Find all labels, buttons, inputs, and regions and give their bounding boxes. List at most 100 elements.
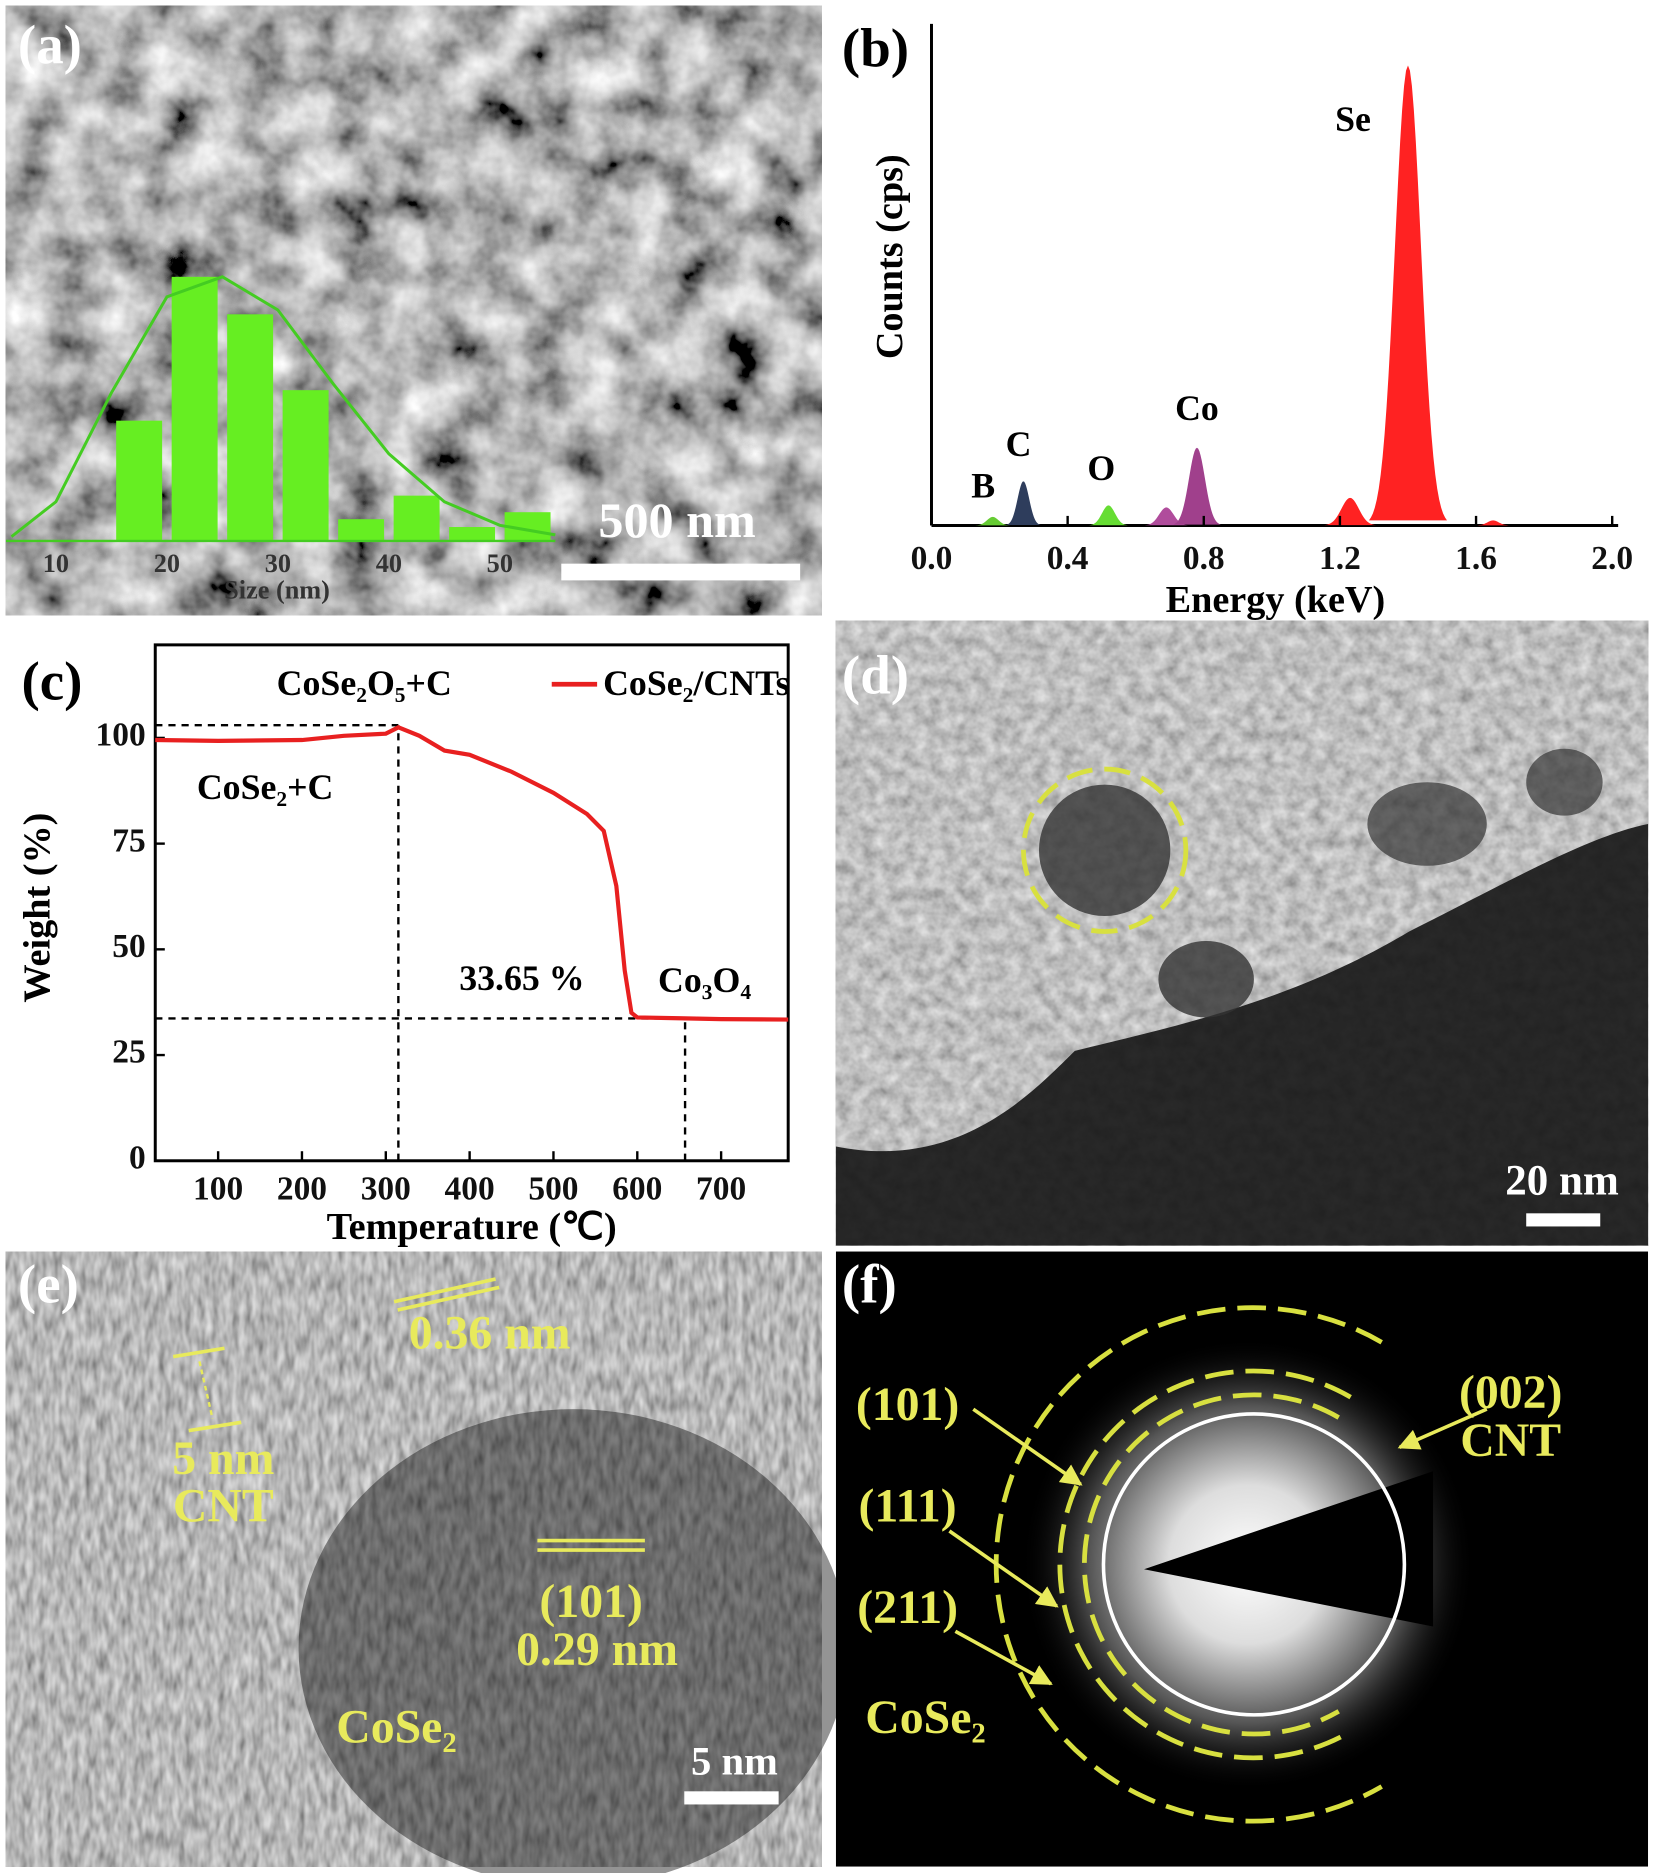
annotation: (111) — [859, 1480, 957, 1533]
annotation: 5 nm — [172, 1432, 274, 1485]
arrow — [948, 1529, 1059, 1608]
annotation: Co₃O₄ — [658, 960, 751, 1000]
x-tick-label: 20 — [154, 549, 180, 578]
scale-bar — [684, 1791, 779, 1805]
x-tick-label: 0.0 — [911, 540, 953, 577]
fit-curve — [10, 275, 556, 538]
peak-label: Co — [1175, 388, 1219, 428]
wall-mark — [188, 1420, 242, 1433]
annotation: CoSe₂ — [336, 1701, 456, 1754]
annotation: (101) — [539, 1575, 642, 1628]
y-tick-label: 75 — [112, 822, 145, 859]
x-tick-label: 10 — [43, 549, 69, 578]
x-tick-label: 1.2 — [1319, 540, 1361, 577]
annotation: (002) — [1459, 1366, 1562, 1419]
x-tick-label: 300 — [361, 1170, 411, 1207]
panel-e: 0.36 nm 5 nm CNT (101) 0.29 nm CoSe₂ 5 n… — [5, 1251, 848, 1873]
beam-stop — [1144, 1471, 1434, 1627]
bar — [338, 519, 385, 541]
peak — [1475, 520, 1511, 526]
peak — [1173, 447, 1221, 525]
x-tick-label: 1.6 — [1455, 540, 1497, 577]
x-tick-label: 200 — [277, 1170, 327, 1207]
panel-label: (e) — [18, 1253, 79, 1314]
x-axis-title: Size (nm) — [224, 575, 330, 604]
panel-label: (d) — [842, 644, 909, 705]
bar — [449, 527, 496, 541]
x-tick-label: 30 — [265, 549, 291, 578]
y-tick-label: 50 — [112, 928, 145, 965]
panel-a: 500 nm (a) 10 20 30 40 50 Size (nm) — [5, 5, 822, 616]
scale-bar-label: 20 nm — [1505, 1158, 1619, 1205]
bar — [116, 420, 163, 541]
annotation: 0.36 nm — [409, 1306, 571, 1359]
panel-label: (a) — [18, 14, 82, 75]
x-axis-title: Energy (keV) — [1166, 579, 1386, 621]
x-tick-label: 40 — [376, 549, 402, 578]
y-axis-title: Counts (cps) — [869, 154, 911, 359]
bar — [171, 276, 218, 541]
x-tick-label: 0.4 — [1047, 540, 1089, 577]
annotation: CNT — [1460, 1414, 1561, 1467]
dark-region — [835, 824, 1649, 1246]
x-tick-label: 500 — [528, 1170, 578, 1207]
x-tick-label: 700 — [696, 1170, 746, 1207]
particle — [1038, 784, 1171, 916]
peak — [1088, 505, 1128, 526]
x-axis-title: Temperature (℃) — [327, 1206, 617, 1248]
y-tick-label: 0 — [129, 1139, 146, 1176]
x-tick-label: 2.0 — [1591, 540, 1633, 577]
panel-b: (b) Energy (keV) Counts (cps) BC O Co Se 0.0… — [842, 17, 1633, 620]
scale-bar-label: 500 nm — [598, 492, 755, 548]
x-tick-label: 100 — [193, 1170, 243, 1207]
annotation: CoSe₂O₅+C — [277, 663, 452, 703]
peak-label: Se — [1335, 99, 1371, 139]
peak — [1144, 507, 1189, 526]
y-tick-label: 100 — [96, 717, 146, 754]
peak-label: O — [1087, 448, 1115, 488]
particle — [1158, 941, 1254, 1018]
peak-label: B — [971, 466, 995, 506]
peak — [975, 516, 1011, 526]
peak — [1368, 65, 1448, 521]
bar — [393, 495, 440, 541]
x-tick-label: 600 — [612, 1170, 662, 1207]
scale-bar — [1526, 1213, 1601, 1227]
annotation: 0.29 nm — [516, 1623, 678, 1676]
peak — [1324, 497, 1377, 526]
arrow — [954, 1629, 1053, 1686]
legend-label: CoSe₂/CNTs — [603, 663, 790, 703]
particle — [298, 1409, 848, 1873]
peak — [1006, 481, 1041, 525]
annotation: CoSe₂+C — [197, 767, 334, 807]
annotation: CoSe₂ — [865, 1691, 985, 1744]
bar — [227, 314, 274, 541]
particle — [1526, 748, 1603, 816]
y-axis-title: Weight (%) — [16, 813, 58, 1003]
panel-c: (c) Temperature (℃) Weight (%) 100 200 300… — [16, 643, 790, 1248]
peak-label: C — [1006, 424, 1032, 464]
annotation: (101) — [856, 1378, 959, 1431]
x-tick-label: 400 — [445, 1170, 495, 1207]
x-tick-label: 50 — [487, 549, 513, 578]
wall-mark — [172, 1346, 225, 1359]
panel-d: 20 nm (d) — [835, 620, 1649, 1246]
bar — [282, 390, 329, 541]
annotation: (211) — [857, 1581, 958, 1634]
lattice-mark — [393, 1277, 496, 1304]
panel-f: (002) CNT (101) (111) (211) CoSe₂ (f) — [835, 1251, 1649, 1867]
arrow — [972, 1407, 1083, 1486]
x-tick-label: 0.8 — [1183, 540, 1225, 577]
annotation: 33.65 % — [459, 958, 584, 998]
plot-frame — [153, 643, 790, 1163]
annotation: CNT — [173, 1480, 274, 1533]
wall-arrow — [198, 1361, 214, 1419]
highlight-circle — [1021, 766, 1189, 934]
lattice-mark — [397, 1285, 500, 1312]
particle — [1367, 782, 1487, 866]
panel-label: (f) — [842, 1253, 897, 1314]
series-line — [155, 725, 789, 1022]
scale-bar — [561, 563, 801, 581]
hrtem-image — [5, 1251, 822, 1867]
